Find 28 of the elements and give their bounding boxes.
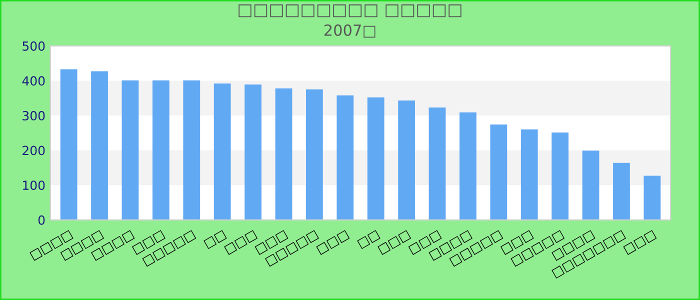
bar: [60, 69, 78, 220]
bar: [552, 132, 569, 220]
bar: [460, 112, 476, 220]
bar: [367, 97, 384, 220]
bar: [582, 150, 600, 220]
bar: [428, 107, 446, 220]
bar: [398, 100, 415, 220]
y-tick-label: 400: [22, 76, 45, 86]
bar: [490, 124, 508, 220]
bar: [644, 176, 661, 220]
y-tick-label: 0: [38, 215, 45, 225]
y-tick-label: 500: [22, 41, 45, 51]
bar: [336, 95, 354, 220]
chart-title: □□□□□□□□□ □□□□□: [238, 4, 462, 18]
y-tick-label: 300: [22, 110, 45, 120]
bar: [122, 80, 139, 220]
y-tick-label: 100: [23, 180, 45, 190]
bar: [275, 88, 292, 220]
bar: [91, 71, 108, 220]
bar: [244, 84, 262, 220]
y-tick-label: 200: [22, 146, 45, 156]
bar: [306, 89, 323, 220]
bar: [152, 80, 170, 220]
chart-subtitle: 2007□: [324, 24, 376, 38]
bar: [613, 162, 630, 220]
bar: [520, 129, 538, 220]
bar: [214, 83, 231, 220]
bar: [183, 80, 200, 220]
